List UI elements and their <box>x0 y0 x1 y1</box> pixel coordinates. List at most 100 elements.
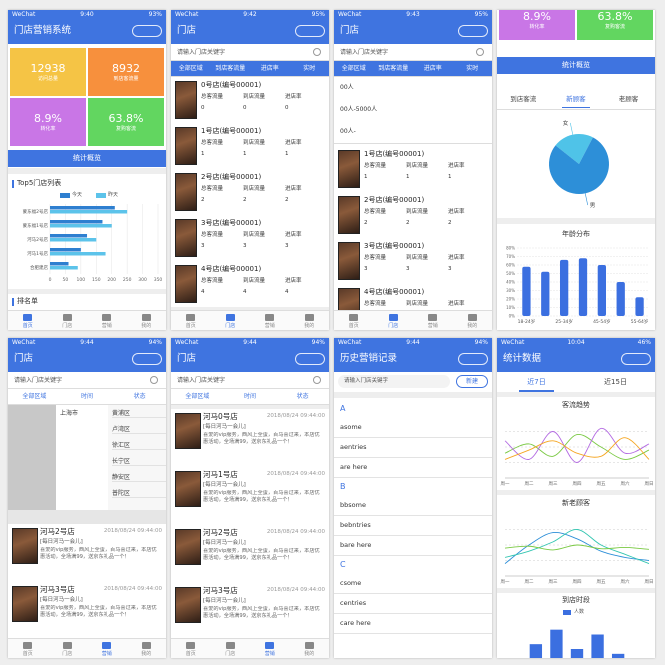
search-box[interactable]: 请输入门店关键字 <box>8 373 166 389</box>
index-entry[interactable]: centries <box>334 594 492 614</box>
district-option[interactable]: 长宁区 <box>112 458 166 467</box>
store-item[interactable]: 0号店(编号00001) 总客流量 0 到店流量 0 进店率 0 <box>171 77 329 127</box>
index-entry[interactable]: care here <box>334 614 492 634</box>
chart-title: 客流趋势 <box>562 401 590 409</box>
segment-tab[interactable]: 到店客流 <box>510 95 537 103</box>
index-entry[interactable]: bare here <box>334 536 492 556</box>
segment-tab[interactable]: 老顾客 <box>618 95 639 103</box>
dropdown-option[interactable]: 00人 <box>334 77 492 100</box>
index-entry[interactable]: asome <box>334 418 492 438</box>
filter-item[interactable]: 全部区域 <box>185 393 210 400</box>
store-item[interactable]: 1号店(编号00001) 总客流量 1 到店流量 1 进店率 1 <box>334 146 492 196</box>
header-title: 门店 <box>177 353 197 364</box>
tab-item[interactable]: 首页 <box>334 311 374 330</box>
store-item[interactable]: 3号店(编号00001) 总客流量 3 到店流量 3 进店率 3 <box>334 238 492 288</box>
index-entry[interactable]: csome <box>334 574 492 594</box>
index-entry[interactable]: aentries <box>334 438 492 458</box>
tab-item[interactable]: 门店 <box>48 639 88 658</box>
gap <box>497 392 655 397</box>
capsule[interactable] <box>295 25 325 37</box>
segment-tab[interactable]: 新顾客 <box>566 95 586 103</box>
filter-item[interactable]: 时间 <box>80 393 93 400</box>
stat-card[interactable]: 8.9% 转化率 <box>10 98 86 146</box>
feed-item[interactable]: 河马2号店 2018/08/24 09:44:00 [每日河马一会儿] 喜爱的vip服… <box>8 524 166 586</box>
filter-item[interactable]: 全部区域 <box>22 393 47 400</box>
feed-item[interactable]: 河马0号店 2018/08/24 09:44:00 [每日河马一会儿] 喜爱的vip服… <box>171 409 329 471</box>
city-option[interactable]: 上海市 <box>60 410 79 417</box>
store-item[interactable]: 3号店(编号00001) 总客流量 3 到店流量 3 进店率 3 <box>171 215 329 265</box>
field-label: 到店流量 <box>243 94 266 100</box>
tab-item[interactable]: 首页 <box>171 311 211 330</box>
filter-item[interactable]: 全部区域 <box>178 65 203 72</box>
search-box[interactable]: 请输入门店关键字 <box>171 45 329 61</box>
filter-item[interactable]: 状态 <box>296 393 309 400</box>
tab-item[interactable]: 我的 <box>453 311 493 330</box>
filter-item[interactable]: 实时 <box>303 65 316 72</box>
search-box[interactable]: 请输入门店关键字 <box>334 45 492 61</box>
bar <box>597 265 607 316</box>
stat-card[interactable]: 8932 到店客流量 <box>88 48 164 96</box>
tab-item[interactable]: 门店 <box>48 311 88 330</box>
store-item[interactable]: 2号店(编号00001) 总客流量 2 到店流量 2 进店率 2 <box>334 192 492 242</box>
index-entry[interactable]: are here <box>334 458 492 478</box>
store-item[interactable]: 1号店(编号00001) 总客流量 1 到店流量 1 进店率 1 <box>171 123 329 173</box>
capsule[interactable] <box>621 353 651 365</box>
filter-item[interactable]: 实时 <box>466 65 479 72</box>
capsule[interactable] <box>132 353 162 365</box>
district-option[interactable]: 静安区 <box>112 474 166 483</box>
feed-time: 2018/08/24 09:44:00 <box>266 587 325 593</box>
tab-item[interactable]: 门店 <box>211 639 251 658</box>
feed-item[interactable]: 河马3号店 2018/08/24 09:44:00 [每日河马一会儿] 喜爱的vip服… <box>8 582 166 644</box>
stat-card[interactable]: 63.8% 复购客流 <box>577 10 653 40</box>
tab-item[interactable]: 营销 <box>413 311 453 330</box>
tab-item[interactable]: 我的 <box>290 639 330 658</box>
tab-item[interactable]: 营销 <box>87 639 127 658</box>
feed-item[interactable]: 河马1号店 2018/08/24 09:44:00 [每日河马一会儿] 喜爱的vip服… <box>171 467 329 529</box>
feed-item[interactable]: 河马2号店 2018/08/24 09:44:00 [每日河马一会儿] 喜爱的vip服… <box>171 525 329 587</box>
tab-item[interactable]: 首页 <box>8 311 48 330</box>
tab-item[interactable]: 首页 <box>8 639 48 658</box>
filter-item[interactable]: 到店客流量 <box>215 65 246 72</box>
dropdown-option[interactable]: 00人-5000人 <box>334 99 492 122</box>
filter-item[interactable]: 状态 <box>133 393 146 400</box>
filter-item[interactable]: 时间 <box>243 393 256 400</box>
stat-card[interactable]: 8.9% 转化率 <box>499 10 575 40</box>
tab-item[interactable]: 营销 <box>250 311 290 330</box>
store-item[interactable]: 4号店(编号00001) 总客流量 4 到店流量 4 进店率 4 <box>171 261 329 311</box>
filter-item[interactable]: 到店客流量 <box>378 65 409 72</box>
filter-item[interactable]: 全部区域 <box>341 65 366 72</box>
overview-button[interactable]: 统计概览 <box>8 150 166 167</box>
capsule[interactable] <box>132 25 162 37</box>
tab-item[interactable]: 首页 <box>171 639 211 658</box>
overview-button[interactable]: 统计概览 <box>497 57 655 74</box>
feed-item[interactable]: 河马3号店 2018/08/24 09:44:00 [每日河马一会儿] 喜爱的vip服… <box>171 583 329 645</box>
index-entry[interactable]: bebntries <box>334 516 492 536</box>
tab-item[interactable]: 我的 <box>127 639 167 658</box>
search-box[interactable]: 请输入门店关键字 <box>338 375 450 388</box>
district-option[interactable]: 黄浦区 <box>112 410 166 419</box>
segment-tab[interactable]: 近7日 <box>527 378 546 386</box>
capsule[interactable] <box>458 353 488 365</box>
tab-item[interactable]: 门店 <box>211 311 251 330</box>
stat-card[interactable]: 63.8% 复购客流 <box>88 98 164 146</box>
district-option[interactable]: 普陀区 <box>112 490 166 499</box>
tab-item[interactable]: 营销 <box>87 311 127 330</box>
filter-bar: 全部区域 时间 状态 <box>171 389 329 405</box>
segment-tab[interactable]: 近15日 <box>604 378 627 386</box>
search-box[interactable]: 请输入门店关键字 <box>171 373 329 389</box>
district-option[interactable]: 徐汇区 <box>112 442 166 451</box>
tab-item[interactable]: 门店 <box>374 311 414 330</box>
filter-item[interactable]: 进店率 <box>260 65 279 72</box>
filter-item[interactable]: 进店率 <box>423 65 442 72</box>
tab-item[interactable]: 我的 <box>127 311 167 330</box>
dropdown-option[interactable]: 00人- <box>334 121 492 144</box>
capsule[interactable] <box>458 25 488 37</box>
stat-card[interactable]: 12938 访问总量 <box>10 48 86 96</box>
tab-item[interactable]: 营销 <box>250 639 290 658</box>
district-option[interactable]: 卢湾区 <box>112 426 166 435</box>
index-entry[interactable]: bbsome <box>334 496 492 516</box>
store-item[interactable]: 2号店(编号00001) 总客流量 2 到店流量 2 进店率 2 <box>171 169 329 219</box>
new-button[interactable]: 新建 <box>456 375 488 388</box>
capsule[interactable] <box>295 353 325 365</box>
tab-item[interactable]: 我的 <box>290 311 330 330</box>
